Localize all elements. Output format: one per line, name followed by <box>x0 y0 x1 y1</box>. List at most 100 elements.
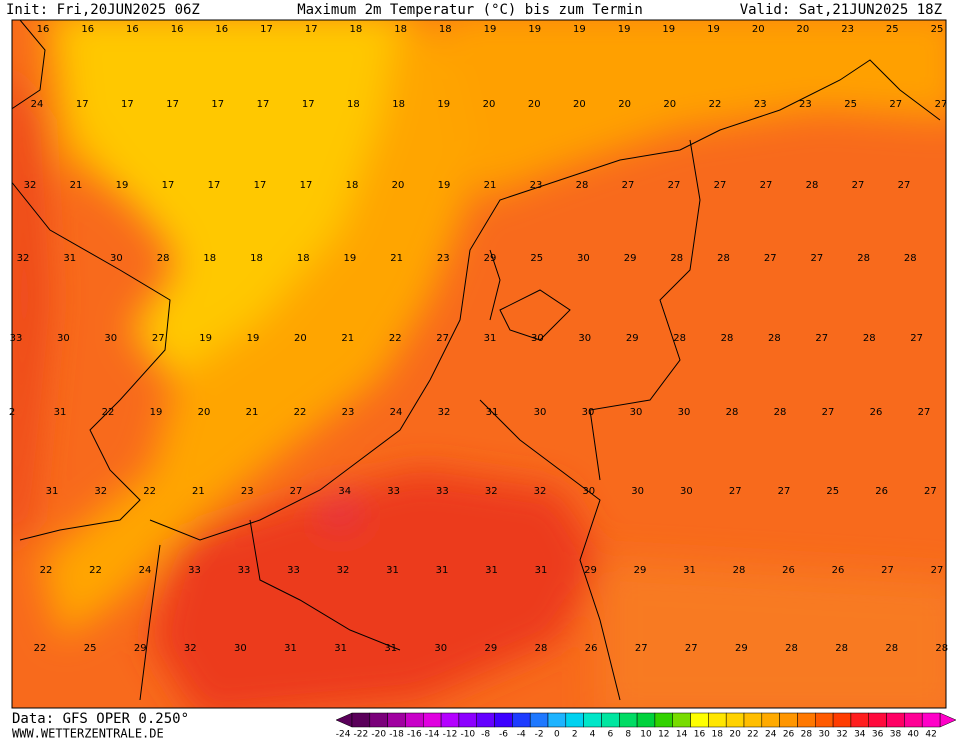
temp-label: 31 <box>334 643 347 654</box>
temp-label: 23 <box>754 99 767 110</box>
temp-label: 19 <box>437 99 450 110</box>
temp-label: 19 <box>116 180 129 191</box>
temp-label: 22 <box>34 643 47 654</box>
legend-swatch <box>476 712 495 728</box>
temp-label: 17 <box>300 180 313 191</box>
temp-label: 20 <box>797 24 810 35</box>
temp-label: 28 <box>774 407 787 418</box>
legend-tick-label: -10 <box>460 730 475 740</box>
temp-label: 28 <box>721 333 734 344</box>
temp-label: 28 <box>857 253 870 264</box>
temp-label: 17 <box>166 99 179 110</box>
legend-swatch <box>886 712 905 728</box>
temp-label: 17 <box>305 24 318 35</box>
temp-label: 18 <box>346 180 359 191</box>
temp-label: 28 <box>785 643 798 654</box>
temp-label: 31 <box>436 565 449 576</box>
legend-swatch <box>423 712 442 728</box>
legend-tick-label: 0 <box>554 730 560 740</box>
temp-label: 19 <box>150 407 163 418</box>
temp-label: 26 <box>870 407 883 418</box>
legend-tick-label: 14 <box>676 730 688 740</box>
temp-label: 28 <box>835 643 848 654</box>
temp-label: 31 <box>484 333 497 344</box>
temp-label: 20 <box>528 99 541 110</box>
legend-tick-label: 32 <box>836 730 847 740</box>
temp-label: 29 <box>735 643 748 654</box>
legend-swatch <box>529 712 549 728</box>
temp-label: 31 <box>683 565 696 576</box>
temp-label: 19 <box>618 24 631 35</box>
temp-label: 21 <box>341 333 354 344</box>
temp-label: 17 <box>254 180 267 191</box>
temp-label: 30 <box>534 407 547 418</box>
temp-label: 18 <box>297 253 310 264</box>
temp-label: 18 <box>250 253 263 264</box>
legend-tick-label: -18 <box>389 730 404 740</box>
temp-label: 25 <box>826 486 839 497</box>
temp-label: 25 <box>931 24 944 35</box>
temp-label: 22 <box>389 333 402 344</box>
temp-label: 25 <box>844 99 857 110</box>
temp-label: 17 <box>208 180 221 191</box>
temp-label: 33 <box>238 565 251 576</box>
temp-label: 30 <box>680 486 693 497</box>
legend-swatch <box>797 712 816 728</box>
map-title: Maximum 2m Temperatur (°C) bis zum Termi… <box>297 2 643 18</box>
temp-label: 31 <box>535 565 548 576</box>
temp-label: 27 <box>635 643 648 654</box>
legend-swatch <box>351 712 371 728</box>
temp-label: 30 <box>630 407 643 418</box>
legend-arrow-left <box>335 712 353 728</box>
temp-label: 27 <box>889 99 902 110</box>
temp-label: 31 <box>384 643 397 654</box>
temp-label: 32 <box>17 253 30 264</box>
legend-arrow-right <box>939 712 957 728</box>
temp-label: 24 <box>390 407 403 418</box>
temp-label: 27 <box>924 486 937 497</box>
temp-label: 19 <box>573 24 586 35</box>
temp-label: 30 <box>104 333 117 344</box>
temp-label: 28 <box>904 253 917 264</box>
temp-label: 21 <box>192 486 205 497</box>
temp-label: 27 <box>714 180 727 191</box>
temp-label: 18 <box>203 253 216 264</box>
temp-label: 30 <box>582 407 595 418</box>
temp-label: 27 <box>898 180 911 191</box>
legend-swatch <box>743 712 763 728</box>
temp-label: 30 <box>110 253 123 264</box>
website: WWW.WETTERZENTRALE.DE <box>12 727 164 741</box>
valid-label: Valid: Sat,21JUN2025 18Z <box>740 2 942 18</box>
temp-label: 22 <box>143 486 156 497</box>
init-label: Init: Fri,20JUN2025 06Z <box>6 2 200 18</box>
temp-label: 23 <box>342 407 355 418</box>
legend-tick-label: -22 <box>354 730 369 740</box>
legend-tick-label: 24 <box>765 730 777 740</box>
temp-label: 29 <box>134 643 147 654</box>
temp-label: 27 <box>764 253 777 264</box>
temp-label: 18 <box>439 24 452 35</box>
temp-label: 31 <box>46 486 59 497</box>
temp-label: 33 <box>10 333 23 344</box>
temp-label: 31 <box>284 643 297 654</box>
map-field <box>12 20 946 708</box>
data-source: Data: GFS OPER 0.250° <box>12 711 189 727</box>
temp-label: 17 <box>121 99 134 110</box>
legend-tick-label: 18 <box>712 730 724 740</box>
legend-tick-label: 40 <box>908 730 920 740</box>
temp-label: 23 <box>437 253 450 264</box>
temp-label: 28 <box>726 407 739 418</box>
legend-tick-label: 4 <box>590 730 596 740</box>
temp-label: 32 <box>534 486 547 497</box>
temp-label: 34 <box>338 486 351 497</box>
temp-label: 25 <box>84 643 97 654</box>
legend-swatch <box>708 712 727 728</box>
legend-tick-label: -6 <box>499 730 508 740</box>
temp-label: 27 <box>436 333 449 344</box>
temp-label: 17 <box>257 99 270 110</box>
temp-label: 32 <box>24 180 37 191</box>
legend-tick-label: 34 <box>854 730 866 740</box>
temp-label: 20 <box>294 333 307 344</box>
legend-tick-label: 30 <box>818 730 830 740</box>
temp-label: 20 <box>198 407 211 418</box>
